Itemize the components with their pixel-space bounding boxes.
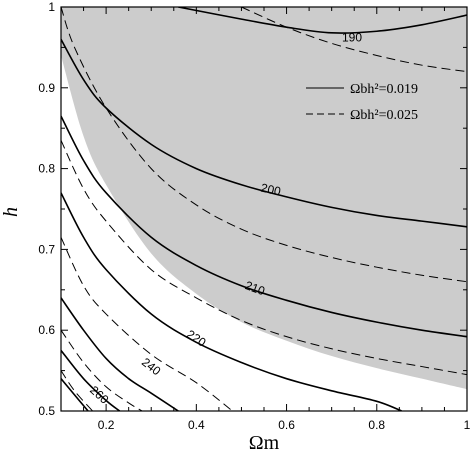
y-tick-label: 0.8 <box>38 162 55 176</box>
solid-contour-1 <box>61 38 467 228</box>
dashed-contour-8 <box>61 7 467 283</box>
solid-contour-3 <box>61 192 402 411</box>
contour-label-text: 240 <box>139 355 164 379</box>
solid-contour-5 <box>61 349 121 411</box>
legend-solid-label: Ωbh²=0.019 <box>350 82 418 97</box>
legend-background <box>300 76 460 128</box>
legend: Ωbh²=0.019 Ωbh²=0.025 <box>300 76 460 128</box>
dashed-contour-7 <box>241 7 467 73</box>
contour-label-text: 200 <box>260 181 283 199</box>
contour-label-190: 190 <box>342 31 362 45</box>
solid-contour-0 <box>178 7 467 34</box>
dashed-contour-12 <box>61 370 93 411</box>
x-axis-label: Ωm <box>249 432 280 454</box>
y-tick-label: 0.9 <box>38 81 55 95</box>
solid-contour-6 <box>61 378 89 411</box>
axis-ticks: 0.2 0.4 0.6 0.8 1 0.5 0.6 0.7 0.8 0.9 1 <box>38 0 470 432</box>
x-tick-label: 0.2 <box>98 418 115 432</box>
y-tick-label: 0.6 <box>38 323 55 337</box>
y-tick-label: 0.5 <box>38 404 55 418</box>
contour-label-240: 240 <box>139 355 164 379</box>
contour-label-text: 190 <box>342 31 362 45</box>
x-tick-label: 0.4 <box>188 418 205 432</box>
x-tick-label: 0.6 <box>278 418 295 432</box>
y-tick-label: 1 <box>48 0 55 14</box>
contour-label-text: 210 <box>243 278 267 298</box>
solid-contour-4 <box>61 297 179 411</box>
shaded-area <box>61 7 467 390</box>
dashed-contour-11 <box>61 329 143 411</box>
legend-dashed-label: Ωbh²=0.025 <box>350 108 418 123</box>
solid-contour-2 <box>61 115 467 338</box>
x-tick-label: 0.8 <box>368 418 385 432</box>
y-tick-label: 0.7 <box>38 242 55 256</box>
dashed-contour-10 <box>61 237 233 411</box>
contour-label-210: 210 <box>243 278 267 298</box>
contour-lines <box>61 7 467 411</box>
contour-label-200: 200 <box>260 181 283 199</box>
x-tick-label: 1 <box>464 418 471 432</box>
y-axis-label: h <box>0 207 22 217</box>
shaded-region <box>61 7 467 390</box>
